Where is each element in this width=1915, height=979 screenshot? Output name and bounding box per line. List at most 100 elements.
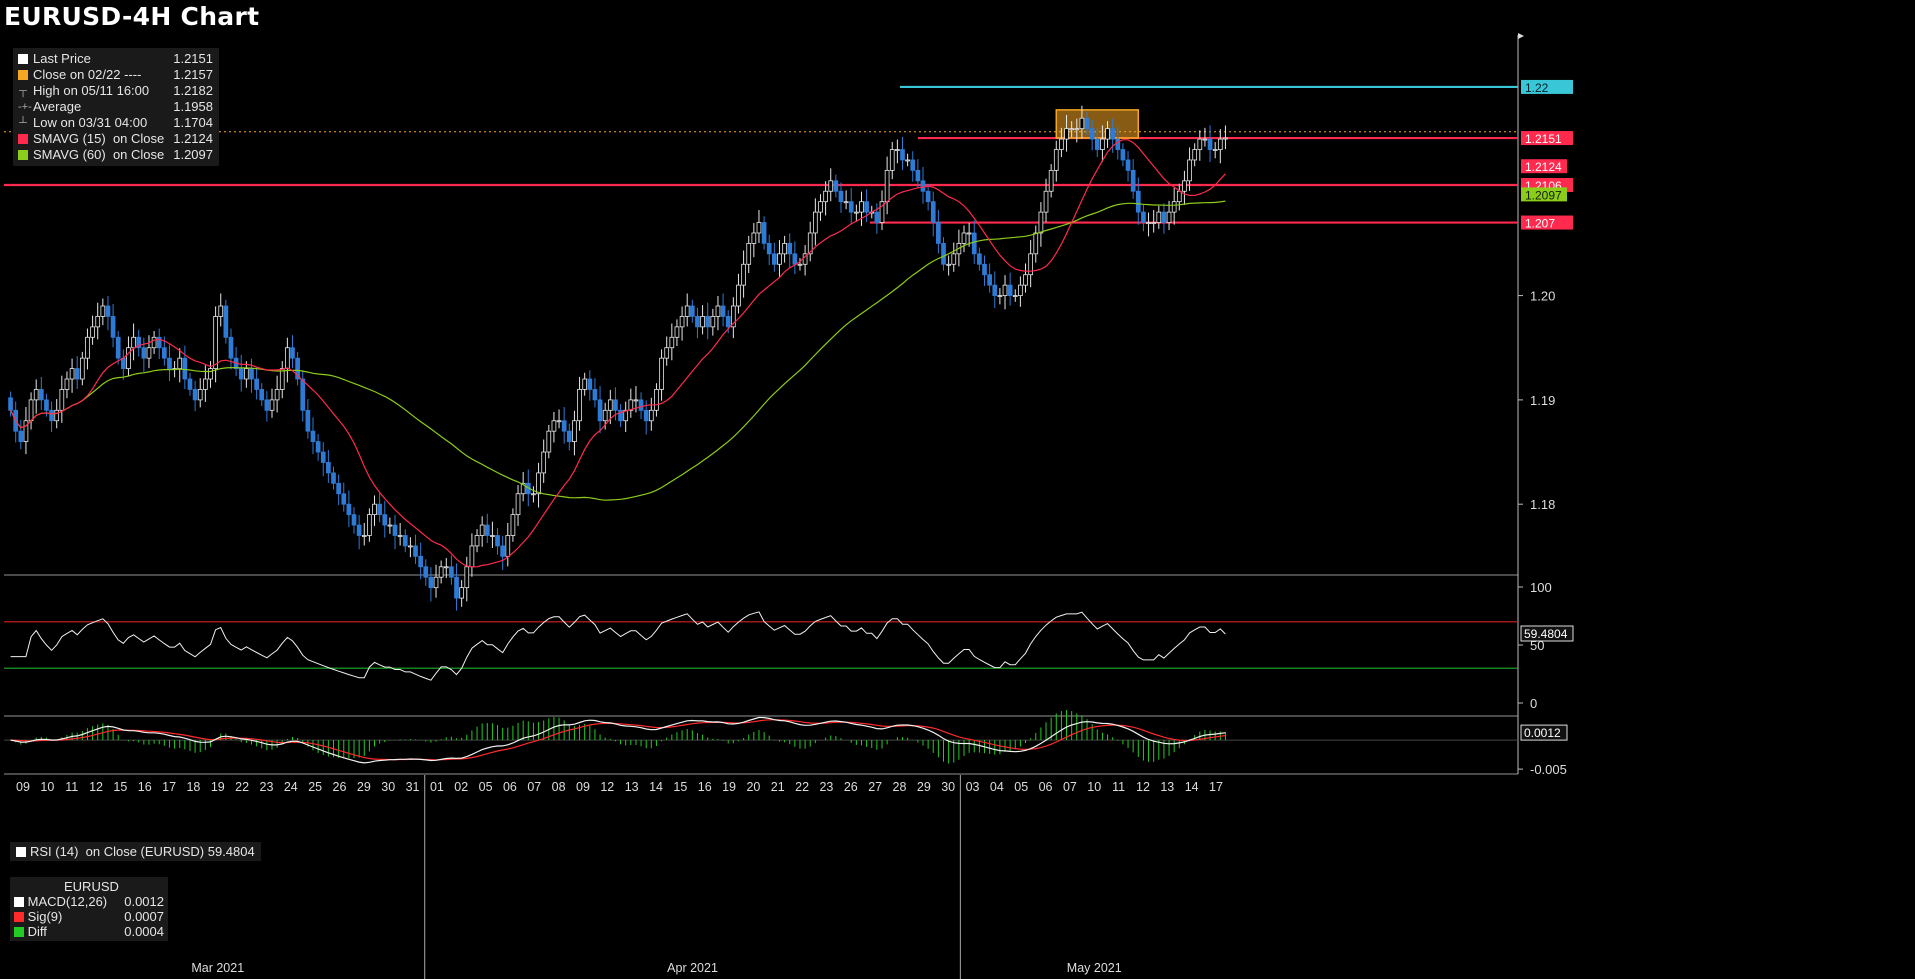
candle-body — [807, 232, 813, 255]
candle-body — [915, 169, 921, 182]
x-tick-label: 26 — [844, 780, 858, 794]
candle-body — [54, 409, 60, 422]
candle-body — [741, 263, 746, 286]
legend-row: SMAVG (60) on Close 1.2097 — [18, 147, 213, 163]
candle-body — [510, 514, 516, 536]
rsi-legend-label: RSI (14) on Close (EURUSD) — [30, 844, 205, 859]
x-tick-label: 06 — [503, 780, 517, 794]
candle-body — [951, 253, 957, 265]
candle-body — [941, 243, 946, 265]
x-tick-label: 08 — [552, 780, 566, 794]
candle-body — [818, 201, 823, 213]
candle-body — [659, 357, 664, 390]
axis-arrow — [1518, 33, 1524, 39]
legend-row: ┴ Low on 03/31 04:00 1.1704 — [18, 115, 213, 131]
candle-body — [910, 159, 916, 171]
x-tick-label: 11 — [65, 780, 78, 794]
macd-legend: EURUSD MACD(12,26) 0.0012 Sig(9) 0.0007 Diff… — [10, 877, 168, 941]
candle-body — [797, 263, 803, 266]
rsi-swatch — [16, 846, 26, 857]
candle-body — [843, 201, 849, 204]
candle-body — [787, 243, 793, 255]
x-tick-label: 17 — [1209, 780, 1223, 794]
x-tick-label: 26 — [333, 780, 347, 794]
candle-body — [715, 305, 721, 317]
candle-body — [1100, 138, 1105, 150]
candle-body — [782, 243, 787, 255]
candle-body — [208, 368, 213, 380]
legend-label: High on 05/11 16:00 — [33, 83, 150, 98]
candle-body — [1207, 138, 1213, 150]
candle-body — [469, 545, 475, 568]
candle-body — [515, 493, 521, 516]
candle-body — [356, 524, 362, 536]
candle-body — [1156, 211, 1162, 223]
level-tag-bg — [1521, 131, 1573, 146]
price-tick-label: 1.18 — [1530, 497, 1555, 512]
candle-body — [997, 295, 1003, 297]
legend-swatch — [18, 134, 28, 144]
candle-body — [1018, 284, 1023, 296]
candle-body — [761, 222, 767, 244]
candle-body — [966, 232, 972, 235]
candle-body — [100, 305, 106, 317]
candle-body — [249, 368, 254, 380]
candle-body — [1166, 211, 1172, 223]
x-tick-label: 12 — [89, 780, 103, 794]
candle-body — [1182, 180, 1187, 192]
price-tick-label: 1.19 — [1530, 393, 1555, 408]
candle-body — [484, 524, 490, 536]
candle-body — [64, 378, 70, 390]
rsi-tick-label: 50 — [1530, 638, 1544, 653]
candle-body — [695, 316, 700, 328]
candle-body — [167, 357, 172, 369]
x-tick-label: 11 — [1112, 780, 1125, 794]
candle-body — [1223, 137, 1228, 140]
candle-body — [1197, 138, 1203, 150]
x-tick-label: 14 — [1185, 780, 1199, 794]
candle-body — [546, 430, 552, 453]
candle-body — [397, 535, 403, 537]
x-tick-label: 04 — [990, 780, 1004, 794]
candle-body — [90, 326, 95, 338]
candle-body — [38, 389, 44, 401]
candle-body — [495, 535, 500, 547]
candle-body — [771, 253, 777, 265]
candle-body — [115, 336, 121, 359]
rsi-legend-value: 59.4804 — [207, 844, 255, 859]
macd-legend-row: Sig(9) 0.0007 — [14, 909, 164, 924]
candle-body — [592, 389, 598, 401]
x-tick-label: 27 — [868, 780, 882, 794]
candle-body — [361, 535, 367, 537]
candle-body — [18, 430, 24, 443]
candle-body — [633, 399, 639, 402]
candle-body — [582, 378, 588, 390]
legend-swatch — [18, 54, 28, 64]
candle-body — [454, 576, 459, 599]
candle-body — [531, 493, 536, 496]
candle-body — [443, 566, 449, 569]
candle-body — [1053, 149, 1059, 171]
candle-body — [141, 347, 147, 359]
candle-body — [110, 316, 116, 338]
candle-body — [700, 316, 705, 328]
candle-body — [864, 201, 869, 213]
candle-body — [689, 305, 695, 317]
candle-body — [254, 378, 259, 390]
candle-body — [597, 399, 603, 422]
candle-body — [23, 420, 29, 443]
candle-body — [520, 482, 526, 495]
rsi-tick-label: 0 — [1530, 696, 1537, 711]
candle-body — [377, 503, 382, 516]
x-tick-label: 15 — [113, 780, 127, 794]
candle-body — [238, 368, 244, 380]
legend-glyph: -+- — [18, 101, 32, 113]
candle-body — [838, 190, 844, 203]
candle-body — [1212, 149, 1218, 151]
candle-body — [120, 357, 126, 369]
candle-body — [905, 159, 910, 162]
x-tick-label: 31 — [406, 780, 420, 794]
candle-body — [69, 368, 75, 380]
candle-body — [1084, 117, 1090, 130]
candle-body — [756, 222, 762, 234]
